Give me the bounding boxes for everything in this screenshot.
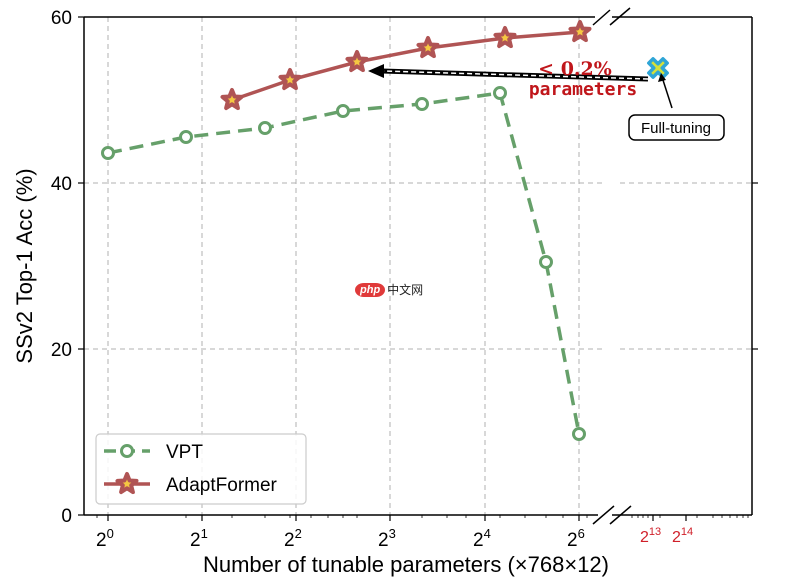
x-tick-label: 26	[567, 526, 585, 551]
x-axis-label: Number of tunable parameters (×768×12)	[203, 552, 609, 577]
x-tick-label: 22	[284, 526, 302, 551]
series-vpt	[101, 86, 586, 441]
vpt-point	[539, 255, 553, 269]
vpt-point	[572, 427, 586, 441]
vpt-point	[493, 86, 507, 100]
vpt-point	[179, 130, 193, 144]
y-tick-label: 60	[51, 8, 72, 29]
vpt-point	[336, 104, 350, 118]
x-minor-ticks	[96, 515, 749, 518]
legend: VPT AdaptFormer	[95, 433, 307, 505]
adaptformer-point	[278, 68, 302, 91]
full-tuning-label: Full-tuning	[641, 120, 711, 137]
x-tick-label: 23	[378, 526, 396, 551]
full-tuning-callout: Full-tuning	[628, 73, 725, 141]
adaptformer-point	[568, 20, 592, 43]
x-tick-label-highlighted: 213	[640, 526, 661, 546]
y-tick-label: 20	[51, 340, 72, 361]
vpt-point	[415, 97, 429, 111]
adaptformer-point	[416, 36, 440, 59]
adaptformer-point	[220, 88, 244, 111]
x-tick-labels: 20 21 22 23 24 26 213 214	[96, 526, 693, 551]
x-tick-label-highlighted: 214	[672, 526, 693, 546]
adaptformer-point	[345, 50, 369, 73]
legend-label: AdaptFormer	[166, 475, 278, 496]
legend-label: VPT	[166, 442, 203, 463]
x-tick-label: 20	[96, 526, 114, 551]
annotation-params: parameters	[529, 79, 637, 100]
x-tick-label: 24	[473, 526, 491, 551]
watermark: php 中文网	[355, 281, 423, 298]
watermark-text: 中文网	[387, 283, 424, 297]
legend-item-adaptformer: AdaptFormer	[104, 472, 278, 496]
full-tuning-marker	[647, 57, 669, 79]
adaptformer-point	[493, 26, 517, 49]
y-tick-label: 0	[61, 506, 72, 527]
y-ticks	[78, 16, 758, 516]
axes-frame	[83, 7, 753, 525]
annotation-pct: < 0.2%	[538, 58, 612, 80]
x-ticks	[107, 515, 687, 521]
vpt-point	[101, 146, 115, 160]
y-tick-label: 40	[51, 174, 72, 195]
series-adaptformer	[220, 20, 592, 111]
legend-item-vpt: VPT	[104, 442, 203, 463]
y-axis-label: SSv2 Top-1 Acc (%)	[12, 168, 37, 363]
comparison-arrow	[368, 64, 649, 82]
watermark-logo: php	[355, 282, 386, 297]
x-tick-label: 21	[190, 526, 208, 551]
vpt-point	[258, 121, 272, 135]
y-tick-labels: 60 40 20 0	[51, 8, 72, 527]
